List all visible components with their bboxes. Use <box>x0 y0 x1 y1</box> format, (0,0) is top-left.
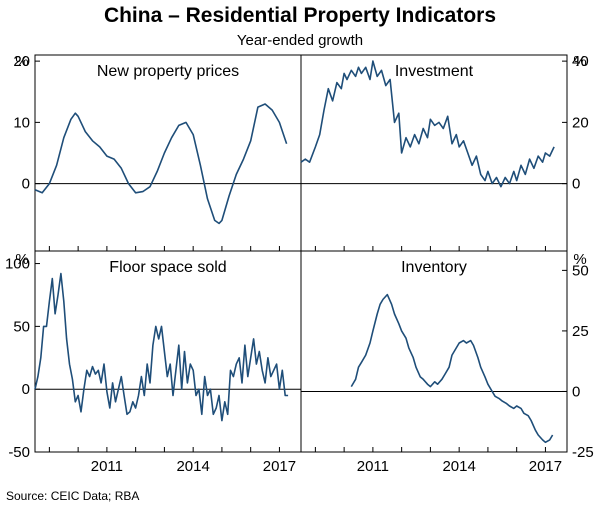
floor-space-sold-ytick-label: 0 <box>22 381 30 398</box>
x-tick-label: 2017 <box>529 458 562 475</box>
floor-space-sold-title: Floor space sold <box>109 259 226 276</box>
unit-label-top-right: % <box>573 53 586 70</box>
x-tick-label: 2011 <box>91 458 123 475</box>
new-property-prices-ytick-label: 20 <box>13 53 30 70</box>
investment-ytick-label: 40 <box>572 53 589 70</box>
panel-new-property-prices: 0 10 20 New property prices <box>13 53 301 251</box>
inventory-ytick-label: 0 <box>572 383 580 400</box>
inventory-ytick-label: 25 <box>572 323 589 340</box>
new-property-prices-ytick-label: 10 <box>13 114 30 131</box>
x-tick-label: 2011 <box>357 458 389 475</box>
x-tick-label: 2014 <box>176 458 209 475</box>
investment-ytick-label: 20 <box>572 114 589 131</box>
investment-ytick-label: 0 <box>572 176 580 193</box>
inventory-title: Inventory <box>401 259 467 276</box>
floor-space-sold-ytick-label: 50 <box>13 318 30 335</box>
chart-subtitle: Year-ended growth <box>237 32 363 49</box>
unit-label-top-left: % <box>15 53 28 70</box>
x-tick-label: 2014 <box>442 458 475 475</box>
panel-investment: 0 20 40 Investment <box>300 53 589 251</box>
panel-floor-space-sold: -50 0 50 100 Floor space sold <box>5 256 301 461</box>
inventory-ytick-label: -25 <box>572 444 594 461</box>
x-axis-labels: 2011 2014 2017 2011 2014 2017 <box>91 458 562 475</box>
investment-title: Investment <box>395 63 474 80</box>
new-property-prices-ytick-label: 0 <box>22 176 30 193</box>
chart-title: China – Residential Property Indicators <box>104 4 496 27</box>
new-property-prices-title: New property prices <box>97 63 239 80</box>
source-note: Source: CEIC Data; RBA <box>6 489 139 503</box>
floor-space-sold-ytick-label: 100 <box>5 256 30 273</box>
new-property-prices-series-line <box>34 103 288 225</box>
floor-space-sold-series-line <box>34 272 289 422</box>
unit-label-bottom-right: % <box>573 251 586 268</box>
panel-inventory: -25 0 25 50 Inventory <box>301 259 594 461</box>
floor-space-sold-ytick-label: -50 <box>8 444 30 461</box>
investment-series-line <box>300 60 555 188</box>
inventory-series-line <box>350 293 554 444</box>
inventory-ytick-label: 50 <box>572 262 589 279</box>
x-tick-label: 2017 <box>263 458 296 475</box>
unit-label-bottom-left: % <box>15 251 28 268</box>
